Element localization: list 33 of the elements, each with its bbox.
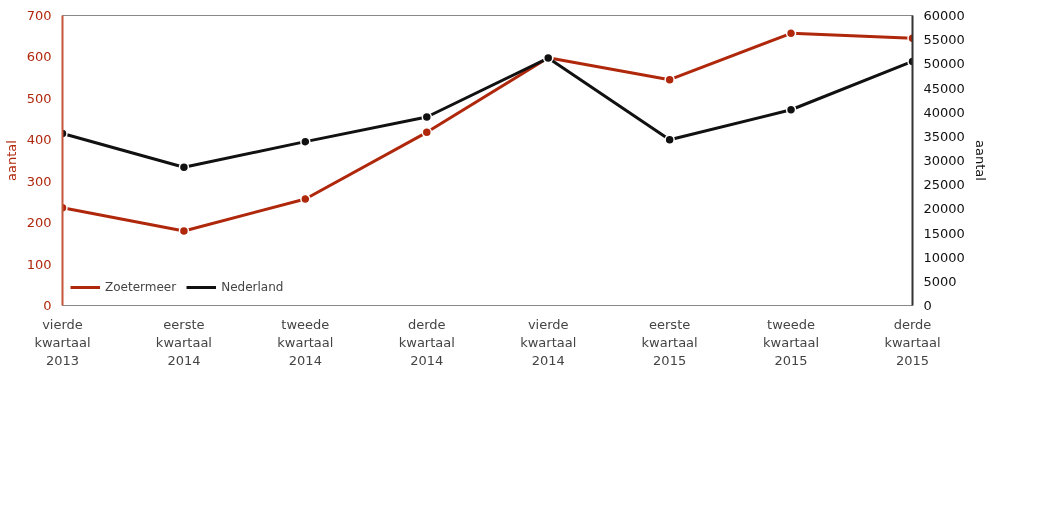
y2-tick-label: 45000 xyxy=(923,80,965,96)
y-tick-label: 600 xyxy=(26,49,52,65)
x-tick-label: tweede kwartaal 2015 xyxy=(763,316,820,368)
y-tick-label: 200 xyxy=(26,215,52,231)
y2-tick-label: 35000 xyxy=(923,128,965,144)
x-tick-label: eerste kwartaal 2015 xyxy=(641,316,698,368)
y2-tick-label: 30000 xyxy=(923,153,965,168)
y-tick-label: 300 xyxy=(26,173,52,189)
y2-tick-label: 15000 xyxy=(923,225,965,241)
y2-tick-label: 55000 xyxy=(923,32,965,48)
y-tick-label: 700 xyxy=(26,8,52,23)
y-tick-label: 0 xyxy=(43,298,52,313)
y2-tick-label: 10000 xyxy=(923,249,965,265)
x-tick-label: derde kwartaal 2015 xyxy=(884,316,941,368)
x-tick-label: vierde kwartaal 2014 xyxy=(520,316,577,368)
legend-label: Zoetermeer xyxy=(105,280,177,294)
y2-tick-label: 5000 xyxy=(923,273,957,289)
y2-tick-label: 50000 xyxy=(923,56,965,72)
y2-tick-label: 0 xyxy=(923,298,932,313)
y-tick-label: 500 xyxy=(26,90,52,106)
x-tick-label: tweede kwartaal 2014 xyxy=(277,316,334,368)
y-tick-label: 400 xyxy=(26,132,52,148)
x-tick-label: vierde kwartaal 2013 xyxy=(34,316,91,368)
y2-tick-label: 20000 xyxy=(923,201,965,217)
y2-tick-label: 40000 xyxy=(923,104,965,120)
y-axis-title: aantal xyxy=(3,140,19,181)
x-tick-label: derde kwartaal 2014 xyxy=(398,316,455,368)
x-tick-label: eerste kwartaal 2014 xyxy=(155,316,212,368)
y-tick-label: 100 xyxy=(26,256,52,272)
y2-tick-label: 25000 xyxy=(923,177,965,193)
y2-tick-label: 60000 xyxy=(923,8,965,23)
legend-label: Nederland xyxy=(221,280,284,294)
y2-axis-title: aantal xyxy=(972,140,988,181)
